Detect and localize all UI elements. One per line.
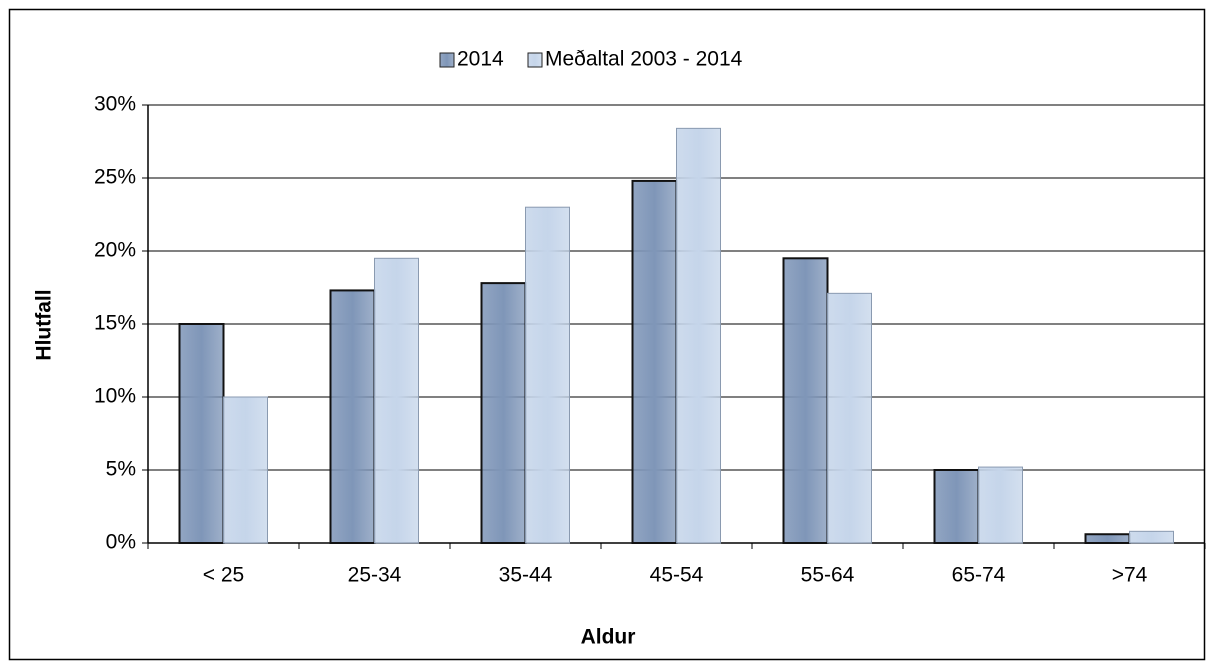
y-tick-label: 10% bbox=[94, 385, 136, 408]
y-tick-label: 20% bbox=[94, 239, 136, 262]
bar bbox=[480, 282, 527, 544]
y-tick-label: 25% bbox=[94, 166, 136, 189]
y-tick-label: 30% bbox=[94, 93, 136, 116]
bar bbox=[1129, 530, 1174, 544]
bar bbox=[525, 206, 570, 544]
legend-swatch bbox=[527, 52, 543, 68]
bar bbox=[1084, 533, 1131, 544]
x-axis-label: Aldur bbox=[581, 626, 636, 649]
bar bbox=[933, 469, 980, 544]
legend-label: Meðaltal 2003 - 2014 bbox=[545, 48, 743, 71]
bar bbox=[782, 257, 829, 544]
bar bbox=[374, 257, 419, 544]
x-tick-label: < 25 bbox=[203, 564, 244, 587]
y-axis-label: Hlutfall bbox=[33, 289, 56, 360]
x-tick-label: 25-34 bbox=[348, 564, 402, 587]
x-tick-label: >74 bbox=[1112, 564, 1148, 587]
y-tick-label: 5% bbox=[106, 458, 136, 481]
x-tick-label: 65-74 bbox=[952, 564, 1006, 587]
bar bbox=[978, 466, 1023, 544]
bar bbox=[676, 127, 721, 544]
legend-swatch bbox=[439, 52, 455, 68]
x-tick-label: 45-54 bbox=[650, 564, 704, 587]
bar bbox=[329, 289, 376, 545]
x-tick-label: 35-44 bbox=[499, 564, 553, 587]
legend-label: 2014 bbox=[457, 48, 504, 71]
x-tick-label: 55-64 bbox=[801, 564, 855, 587]
bar bbox=[178, 323, 225, 544]
y-tick-label: 0% bbox=[106, 531, 136, 554]
bar bbox=[223, 396, 268, 544]
y-tick-label: 15% bbox=[94, 312, 136, 335]
bar bbox=[827, 292, 872, 544]
bar bbox=[631, 179, 678, 544]
